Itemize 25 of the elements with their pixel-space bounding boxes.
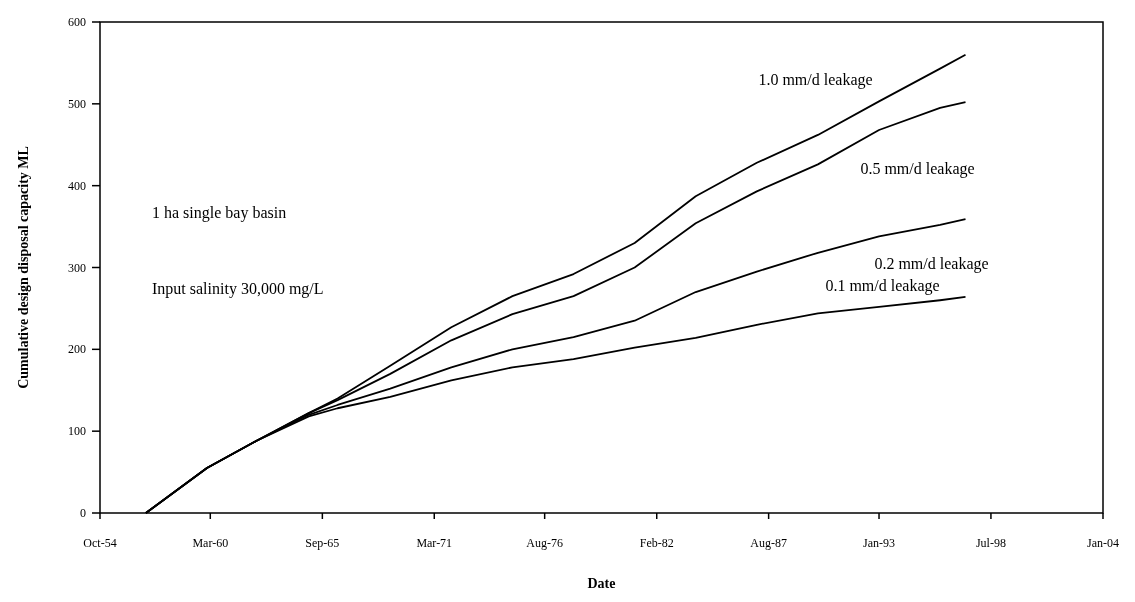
series-label: 0.2 mm/d leakage xyxy=(874,255,989,274)
y-tick-label: 400 xyxy=(68,178,86,193)
y-tick-label: 100 xyxy=(68,424,86,439)
x-tick-label: Jul-98 xyxy=(975,536,1006,550)
y-tick-label: 0 xyxy=(80,506,86,520)
annotation: 1 ha single bay basin xyxy=(152,204,287,222)
y-tick-label: 500 xyxy=(68,96,86,111)
x-axis-title: Date xyxy=(587,576,616,591)
x-tick-label: Jan-93 xyxy=(863,536,896,550)
x-tick-label: Sep-65 xyxy=(305,536,340,550)
series-label: 1.0 mm/d leakage xyxy=(758,70,873,89)
y-tick-label: 300 xyxy=(68,260,86,275)
y-tick-label: 200 xyxy=(68,342,86,357)
series-label: 0.1 mm/d leakage xyxy=(825,276,940,295)
y-tick-label: 600 xyxy=(68,15,86,29)
x-tick-label: Mar-71 xyxy=(416,536,453,550)
y-axis-title: Cumulative design disposal capacity ML xyxy=(16,146,31,389)
x-tick-label: Jan-04 xyxy=(1087,536,1119,550)
x-tick-label: Mar-60 xyxy=(192,536,229,550)
x-tick-label: Oct-54 xyxy=(83,536,117,550)
x-tick-label: Aug-87 xyxy=(750,536,787,550)
x-tick-label: Aug-76 xyxy=(526,536,563,550)
series-label: 0.5 mm/d leakage xyxy=(860,160,975,179)
x-tick-label: Feb-82 xyxy=(639,536,674,550)
annotation: Input salinity 30,000 mg/L xyxy=(152,280,324,298)
